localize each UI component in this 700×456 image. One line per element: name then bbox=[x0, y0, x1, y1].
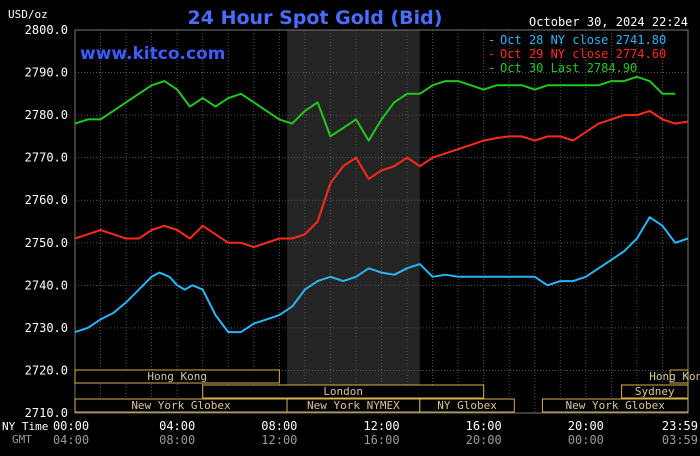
legend-entry: Oct 30 Last 2784.90 bbox=[500, 61, 637, 75]
x-tick-ny: 04:00 bbox=[159, 419, 195, 433]
session-box bbox=[669, 369, 689, 384]
session-label: New York Globex bbox=[566, 399, 666, 412]
unit-label: USD/oz bbox=[8, 8, 48, 21]
x-tick-gmt: 00:00 bbox=[568, 433, 604, 447]
session-label: New York NYMEX bbox=[307, 399, 400, 412]
session-box bbox=[541, 398, 689, 413]
x-tick-gmt: 16:00 bbox=[363, 433, 399, 447]
session-label: New York Globex bbox=[131, 399, 231, 412]
session-box bbox=[202, 384, 485, 399]
y-tick-label: 2720.0 bbox=[25, 363, 68, 377]
x-tick-ny: 20:00 bbox=[568, 419, 604, 433]
series-line-0 bbox=[74, 216, 689, 334]
session-label: Hong Kong bbox=[147, 370, 207, 383]
y-tick-label: 2710.0 bbox=[25, 406, 68, 420]
y-tick-label: 2750.0 bbox=[25, 236, 68, 250]
x-tick-ny: 12:00 bbox=[363, 419, 399, 433]
x-tick-gmt: 20:00 bbox=[466, 433, 502, 447]
legend-entry: Oct 29 NY close 2774.60 bbox=[500, 47, 666, 61]
session-label: London bbox=[323, 385, 363, 398]
date-label: October 30, 2024 22:24 bbox=[529, 15, 688, 29]
session-box bbox=[621, 384, 689, 399]
legend: - Oct 28 NY close 2741.80- Oct 29 NY close… bbox=[488, 33, 666, 75]
x-tick-ny: 23:59 bbox=[662, 419, 698, 433]
y-tick-label: 2740.0 bbox=[25, 278, 68, 292]
plot-frame bbox=[74, 29, 689, 414]
y-tick-label: 2790.0 bbox=[25, 66, 68, 80]
series-line-1 bbox=[74, 109, 689, 248]
session-box bbox=[419, 398, 515, 413]
ny-time-label: NY Time bbox=[2, 420, 48, 433]
chart-title: 24 Hour Spot Gold (Bid) bbox=[188, 7, 443, 29]
watermark: www.kitco.com bbox=[80, 44, 225, 64]
x-tick-ny: 08:00 bbox=[261, 419, 297, 433]
shaded-period bbox=[286, 30, 420, 413]
x-tick-gmt: 03:59 bbox=[662, 433, 698, 447]
gmt-label: GMT bbox=[12, 433, 32, 446]
y-tick-label: 2730.0 bbox=[25, 321, 68, 335]
x-tick-gmt: 12:00 bbox=[261, 433, 297, 447]
session-box bbox=[74, 369, 280, 384]
y-tick-label: 2770.0 bbox=[25, 151, 68, 165]
legend-marker: - bbox=[488, 47, 495, 61]
y-tick-label: 2760.0 bbox=[25, 193, 68, 207]
y-tick-label: 2780.0 bbox=[25, 108, 68, 122]
series-line-2 bbox=[74, 75, 676, 142]
session-label: Sydney bbox=[635, 385, 675, 398]
x-tick-ny: 16:00 bbox=[466, 419, 502, 433]
x-tick-gmt: 08:00 bbox=[159, 433, 195, 447]
x-tick-gmt: 04:00 bbox=[53, 433, 89, 447]
x-tick-ny: 00:00 bbox=[53, 419, 89, 433]
y-tick-label: 2800.0 bbox=[25, 23, 68, 37]
legend-marker: - bbox=[488, 33, 495, 47]
session-label: NY Globex bbox=[437, 399, 497, 412]
legend-marker: - bbox=[488, 61, 495, 75]
legend-entry: Oct 28 NY close 2741.80 bbox=[500, 33, 666, 47]
session-label: Hong Kong bbox=[649, 370, 700, 383]
